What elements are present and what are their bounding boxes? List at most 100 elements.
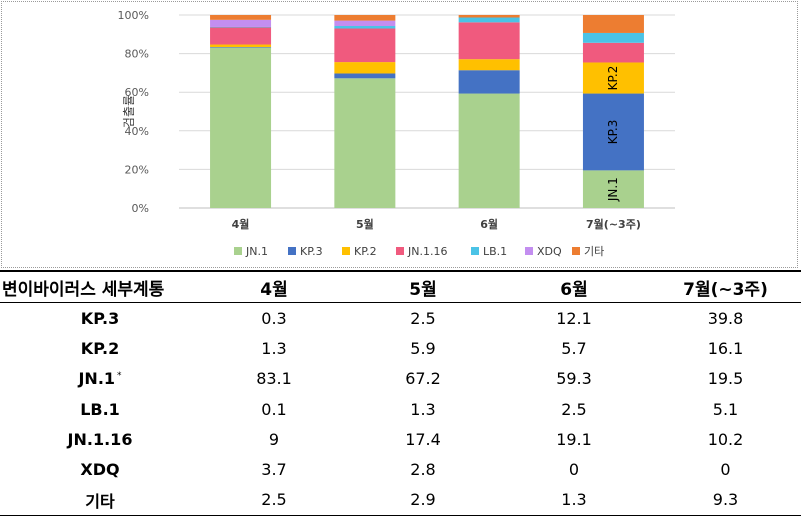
table-cell: 1.3 [410, 399, 436, 419]
legend-swatch [342, 247, 350, 255]
row-label-cell: JN.1 * [0, 364, 200, 394]
table-cell: 2.5 [200, 484, 348, 516]
y-tick-label: 100% [118, 9, 149, 22]
table-cell: 39.8 [707, 308, 744, 328]
table-header-cell: 5월 [348, 270, 498, 303]
row-label-cell: JN.1.16 [0, 424, 200, 454]
table-cell: 83.1 [256, 369, 292, 389]
table-row: JN.1 * 83.1 67.2 59.3 19.5 [0, 364, 801, 394]
table-cell: 2.8 [410, 460, 436, 480]
table-row: KP.3 0.3 2.5 12.1 39.8 [0, 303, 801, 334]
bar-segment [334, 15, 396, 21]
row-label: KP.3 [80, 308, 120, 328]
bar-segment [334, 78, 396, 208]
bar-segment [582, 170, 644, 208]
bar-segment [582, 62, 644, 94]
legend-label: JN.1 [245, 245, 268, 258]
bar-segment [210, 26, 272, 28]
y-tick-label: 60% [125, 86, 149, 99]
y-tick-label: 40% [125, 125, 149, 138]
bar-segment [582, 32, 644, 43]
table-header-row: 변이바이러스 세부계통 4월 5월 6월 7월(~3주) [0, 270, 801, 303]
variant-table: 변이바이러스 세부계통 4월 5월 6월 7월(~3주) KP.3 0.3 2.5 1… [0, 270, 801, 516]
row-label-cell: KP.3 [0, 303, 200, 334]
legend-swatch [288, 247, 296, 255]
row-label-cell: LB.1 [0, 394, 200, 424]
table-cell: 2.5 [561, 399, 587, 419]
table-cell: 17.4 [405, 429, 441, 449]
row-label-cell: 기타 [0, 484, 200, 516]
row-label-cell: XDQ [0, 454, 200, 484]
legend-swatch [396, 247, 404, 255]
y-tick-label: 0% [132, 202, 149, 215]
bar-segment [210, 15, 272, 20]
bar-segment [334, 73, 396, 79]
x-tick-label: 7월(~3주) [586, 217, 641, 231]
bar-annotation: KP.2 [606, 66, 620, 91]
bar-segment [334, 28, 396, 63]
bar-segment [458, 70, 520, 94]
legend-swatch [525, 247, 533, 255]
legend-label: KP.3 [300, 245, 323, 258]
chart-panel: 0% 20% 40% 60% 80% 100% 검출률 4월 5월 6월 JN.1 KP.3 KP.2 7… [1, 1, 798, 268]
legend-label: KP.2 [354, 245, 377, 258]
bar-segment [210, 19, 272, 27]
table-cell: 0.1 [261, 399, 287, 419]
table-cell: 0.3 [261, 308, 287, 328]
bar-segment [458, 22, 520, 60]
bar-segment [458, 93, 520, 208]
table-header-cell: 7월(~3주) [650, 270, 801, 303]
table-row: XDQ 3.7 2.8 0 0 [0, 454, 801, 484]
legend-label: 기타 [584, 245, 604, 258]
y-tick-label: 20% [125, 163, 149, 176]
row-label: KP.2 [80, 338, 120, 358]
table-row: KP.2 1.3 5.9 5.7 16.1 [0, 333, 801, 363]
bar-annotation: KP.3 [606, 120, 620, 145]
bar-segment [210, 44, 272, 48]
table-cell: 67.2 [405, 369, 441, 389]
table-row: 기타 2.5 2.9 1.3 9.3 [0, 484, 801, 516]
table-cell: 9 [268, 429, 280, 449]
row-label: 기타 [85, 491, 115, 511]
bar-segment [582, 15, 644, 33]
bar-segment [334, 20, 396, 27]
row-label-cell: KP.2 [0, 333, 200, 363]
table-cell: 1.3 [498, 484, 650, 516]
bar-segment [210, 47, 272, 208]
bar-segment [334, 26, 396, 29]
row-label: JN.1 [78, 369, 116, 389]
x-tick-label: 6월 [480, 217, 498, 231]
legend-label: JN.1.16 [407, 245, 447, 258]
table-cell: 5.9 [410, 338, 436, 358]
table-header-cell: 4월 [200, 270, 348, 303]
table-cell: 0 [568, 460, 580, 480]
table-cell: 59.3 [556, 369, 592, 389]
legend-label: LB.1 [483, 245, 507, 258]
table-cell: 3.7 [261, 460, 287, 480]
table-cell: 0 [720, 460, 731, 480]
bar-segment [458, 59, 520, 71]
y-axis-label: 검출률 [122, 95, 136, 128]
bar-segment [582, 93, 644, 171]
table-cell: 9.3 [650, 484, 801, 516]
bar-segment [458, 15, 520, 18]
x-tick-label: 5월 [356, 217, 374, 231]
bar-segment [210, 47, 272, 48]
legend-swatch [471, 247, 479, 255]
table-cell: 19.1 [556, 429, 592, 449]
row-label: JN.1.16 [67, 429, 133, 449]
table-cell: 10.2 [707, 429, 744, 449]
table-cell: 2.9 [348, 484, 498, 516]
bar-segment [582, 42, 644, 63]
stacked-bar-chart: 0% 20% 40% 60% 80% 100% 검출률 4월 5월 6월 JN.1 KP.3 KP.2 7… [118, 9, 675, 258]
table-header-cell: 변이바이러스 세부계통 [0, 270, 200, 303]
bar-segment [210, 27, 272, 45]
row-label: XDQ [80, 460, 120, 480]
table-header-cell: 6월 [498, 270, 650, 303]
legend-label: XDQ [537, 245, 562, 258]
bar-segment [458, 17, 520, 23]
table-row: LB.1 0.1 1.3 2.5 5.1 [0, 394, 801, 424]
legend-swatch [234, 247, 242, 255]
legend-swatch [572, 247, 580, 255]
x-tick-label: 4월 [232, 217, 250, 231]
